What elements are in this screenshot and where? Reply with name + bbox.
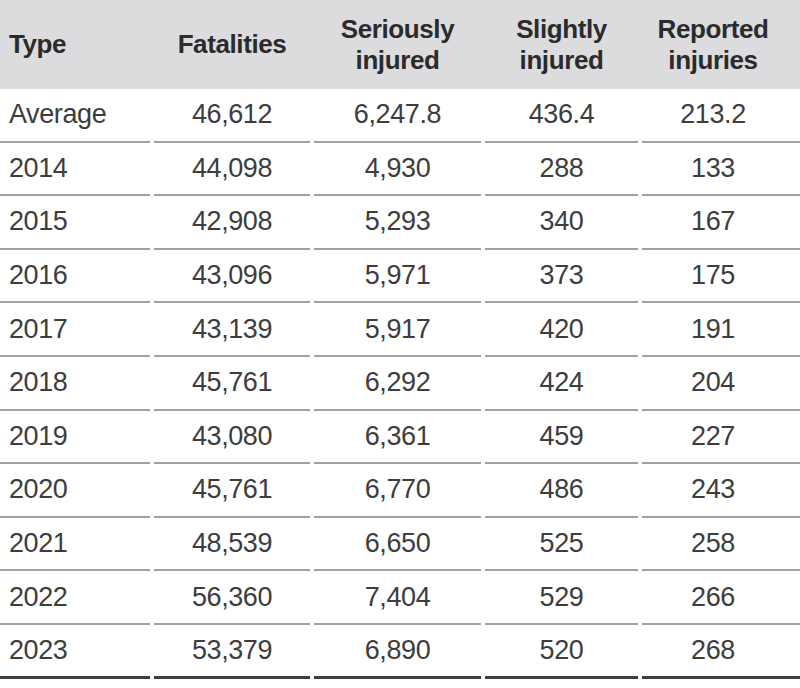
value-cell: 6,770 xyxy=(314,464,481,518)
row-label-cell: 2023 xyxy=(0,625,150,679)
value-cell: 5,971 xyxy=(314,250,481,304)
value-cell: 213.2 xyxy=(642,89,800,143)
value-cell: 191 xyxy=(642,303,800,357)
value-cell: 42,908 xyxy=(154,196,310,250)
table-body: Average46,6126,247.8436.4213.2201444,098… xyxy=(0,89,800,679)
table-row: 201542,9085,293340167 xyxy=(0,196,800,250)
column-header-slightly-injured: Slightly injured xyxy=(485,0,638,89)
value-cell: 48,539 xyxy=(154,518,310,572)
value-cell: 5,917 xyxy=(314,303,481,357)
table-header-row: TypeFatalitiesSeriously injuredSlightly … xyxy=(0,0,800,89)
value-cell: 133 xyxy=(642,143,800,197)
value-cell: 45,761 xyxy=(154,357,310,411)
value-cell: 5,293 xyxy=(314,196,481,250)
value-cell: 167 xyxy=(642,196,800,250)
row-label-cell: 2019 xyxy=(0,411,150,465)
value-cell: 520 xyxy=(485,625,638,679)
table-row: Average46,6126,247.8436.4213.2 xyxy=(0,89,800,143)
table-row: 201643,0965,971373175 xyxy=(0,250,800,304)
column-header-reported-injuries: Reported injuries xyxy=(642,0,800,89)
value-cell: 486 xyxy=(485,464,638,518)
value-cell: 6,890 xyxy=(314,625,481,679)
row-label-cell: Average xyxy=(0,89,150,143)
table-row: 201845,7616,292424204 xyxy=(0,357,800,411)
value-cell: 44,098 xyxy=(154,143,310,197)
value-cell: 258 xyxy=(642,518,800,572)
column-header-fatalities: Fatalities xyxy=(154,0,310,89)
table-row: 202353,3796,890520268 xyxy=(0,625,800,679)
table-row: 202256,3607,404529266 xyxy=(0,571,800,625)
value-cell: 459 xyxy=(485,411,638,465)
value-cell: 6,361 xyxy=(314,411,481,465)
row-label-cell: 2016 xyxy=(0,250,150,304)
table-row: 201444,0984,930288133 xyxy=(0,143,800,197)
value-cell: 6,650 xyxy=(314,518,481,572)
column-header-type: Type xyxy=(0,0,150,89)
value-cell: 6,292 xyxy=(314,357,481,411)
row-label-cell: 2015 xyxy=(0,196,150,250)
row-label-cell: 2017 xyxy=(0,303,150,357)
table-row: 201743,1395,917420191 xyxy=(0,303,800,357)
value-cell: 4,930 xyxy=(314,143,481,197)
value-cell: 288 xyxy=(485,143,638,197)
row-label-cell: 2022 xyxy=(0,571,150,625)
value-cell: 243 xyxy=(642,464,800,518)
value-cell: 43,139 xyxy=(154,303,310,357)
table-row: 201943,0806,361459227 xyxy=(0,411,800,465)
value-cell: 268 xyxy=(642,625,800,679)
value-cell: 420 xyxy=(485,303,638,357)
value-cell: 53,379 xyxy=(154,625,310,679)
value-cell: 266 xyxy=(642,571,800,625)
value-cell: 424 xyxy=(485,357,638,411)
value-cell: 436.4 xyxy=(485,89,638,143)
value-cell: 227 xyxy=(642,411,800,465)
value-cell: 7,404 xyxy=(314,571,481,625)
value-cell: 6,247.8 xyxy=(314,89,481,143)
value-cell: 56,360 xyxy=(154,571,310,625)
row-label-cell: 2021 xyxy=(0,518,150,572)
value-cell: 45,761 xyxy=(154,464,310,518)
value-cell: 43,080 xyxy=(154,411,310,465)
value-cell: 204 xyxy=(642,357,800,411)
row-label-cell: 2014 xyxy=(0,143,150,197)
value-cell: 529 xyxy=(485,571,638,625)
value-cell: 175 xyxy=(642,250,800,304)
casualty-statistics-table: TypeFatalitiesSeriously injuredSlightly … xyxy=(0,0,800,679)
value-cell: 340 xyxy=(485,196,638,250)
value-cell: 525 xyxy=(485,518,638,572)
value-cell: 373 xyxy=(485,250,638,304)
column-header-seriously-injured: Seriously injured xyxy=(314,0,481,89)
value-cell: 46,612 xyxy=(154,89,310,143)
row-label-cell: 2018 xyxy=(0,357,150,411)
table-row: 202148,5396,650525258 xyxy=(0,518,800,572)
value-cell: 43,096 xyxy=(154,250,310,304)
row-label-cell: 2020 xyxy=(0,464,150,518)
table-row: 202045,7616,770486243 xyxy=(0,464,800,518)
